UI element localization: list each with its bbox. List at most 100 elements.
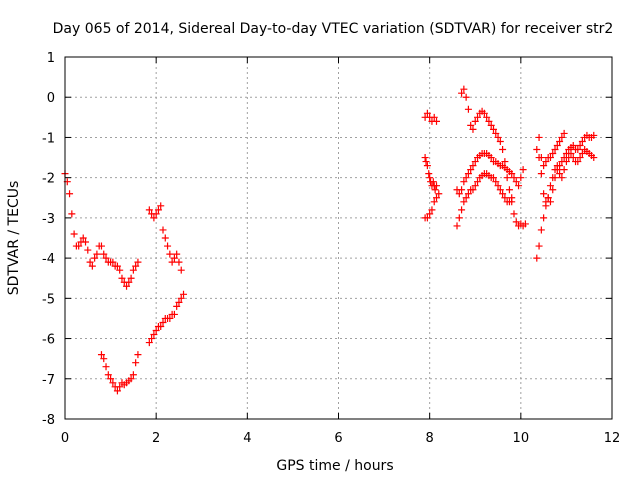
data-point: [132, 359, 140, 367]
data-point: [512, 218, 520, 226]
x-tick-label: 10: [513, 431, 530, 446]
x-tick-label: 4: [243, 431, 251, 446]
data-point: [553, 141, 561, 149]
x-tick-label: 8: [426, 431, 434, 446]
data-point: [113, 262, 121, 270]
data-point: [558, 174, 566, 182]
data-point: [537, 170, 545, 178]
data-point: [508, 170, 516, 178]
series-arc-12: [533, 146, 598, 206]
data-point: [435, 190, 443, 198]
y-tick-label: -6: [42, 333, 55, 348]
data-point: [533, 254, 541, 262]
data-point: [426, 174, 434, 182]
data-point: [549, 150, 557, 158]
data-point: [152, 210, 160, 218]
data-point: [469, 186, 477, 194]
data-point: [180, 290, 188, 298]
data-point: [515, 182, 523, 190]
y-tick-label: 0: [47, 91, 55, 106]
data-point: [127, 375, 135, 383]
data-point: [97, 242, 105, 250]
y-axis-label: SDTVAR / TECUs: [6, 181, 22, 296]
data-point: [556, 137, 564, 145]
data-point: [462, 93, 470, 101]
data-point: [464, 170, 472, 178]
data-point: [501, 158, 509, 166]
data-point: [148, 335, 156, 343]
tick-layer: 0 2 4 6 8 10 12 -8 -7 -6 -5 -4 -3 -2 -1 0 1: [42, 51, 620, 446]
data-point: [540, 190, 548, 198]
data-point: [569, 154, 577, 162]
series-arc-1: [61, 170, 142, 290]
data-point: [422, 158, 430, 166]
data-point: [425, 170, 433, 178]
data-point: [535, 133, 543, 141]
data-point: [145, 206, 153, 214]
data-point: [431, 186, 439, 194]
data-point: [460, 178, 468, 186]
y-tick-label: -2: [42, 172, 55, 187]
data-point: [542, 198, 550, 206]
data-point: [93, 250, 101, 258]
data-point: [556, 170, 564, 178]
data-point: [102, 254, 110, 262]
data-point: [170, 254, 178, 262]
data-point: [421, 154, 429, 162]
data-point: [508, 198, 516, 206]
x-tick-label: 6: [334, 431, 342, 446]
data-point: [68, 210, 76, 218]
data-point: [576, 141, 584, 149]
data-point: [116, 383, 124, 391]
data-point: [100, 250, 108, 258]
data-point: [423, 109, 431, 117]
data-point: [496, 186, 504, 194]
data-point: [489, 125, 497, 133]
series-arc-6: [421, 109, 441, 125]
x-tick-label: 0: [61, 431, 69, 446]
data-point: [166, 314, 174, 322]
data-point: [177, 294, 185, 302]
y-tick-label: -4: [42, 252, 55, 267]
data-point: [104, 371, 112, 379]
data-point: [168, 258, 176, 266]
data-point: [553, 162, 561, 170]
data-point: [166, 250, 174, 258]
data-point: [569, 141, 577, 149]
data-point: [467, 121, 475, 129]
data-point: [574, 158, 582, 166]
data-point: [462, 194, 470, 202]
series-arc-4: [145, 290, 188, 347]
data-point: [510, 210, 518, 218]
data-point: [127, 274, 135, 282]
data-point: [501, 194, 509, 202]
data-point: [469, 125, 477, 133]
data-point: [109, 379, 117, 387]
data-point: [145, 339, 153, 347]
data-point: [480, 109, 488, 117]
y-tick-label: -1: [42, 131, 55, 146]
data-point: [161, 234, 169, 242]
series-arc-2: [97, 351, 142, 395]
data-point: [458, 206, 466, 214]
chart-title: Day 065 of 2014, Sidereal Day-to-day VTE…: [53, 21, 614, 37]
data-point: [102, 363, 110, 371]
data-point: [134, 351, 142, 359]
data-point: [430, 198, 438, 206]
data-point: [560, 166, 568, 174]
data-point: [519, 166, 527, 174]
data-point: [537, 226, 545, 234]
data-point: [159, 226, 167, 234]
data-point: [129, 266, 137, 274]
data-point: [173, 250, 181, 258]
data-point: [426, 210, 434, 218]
data-point: [455, 190, 463, 198]
data-point: [132, 262, 140, 270]
data-point: [164, 242, 172, 250]
data-point: [546, 182, 554, 190]
data-point: [551, 166, 559, 174]
data-point: [159, 318, 167, 326]
data-point: [84, 246, 92, 254]
data-point: [517, 174, 525, 182]
data-point: [464, 190, 472, 198]
